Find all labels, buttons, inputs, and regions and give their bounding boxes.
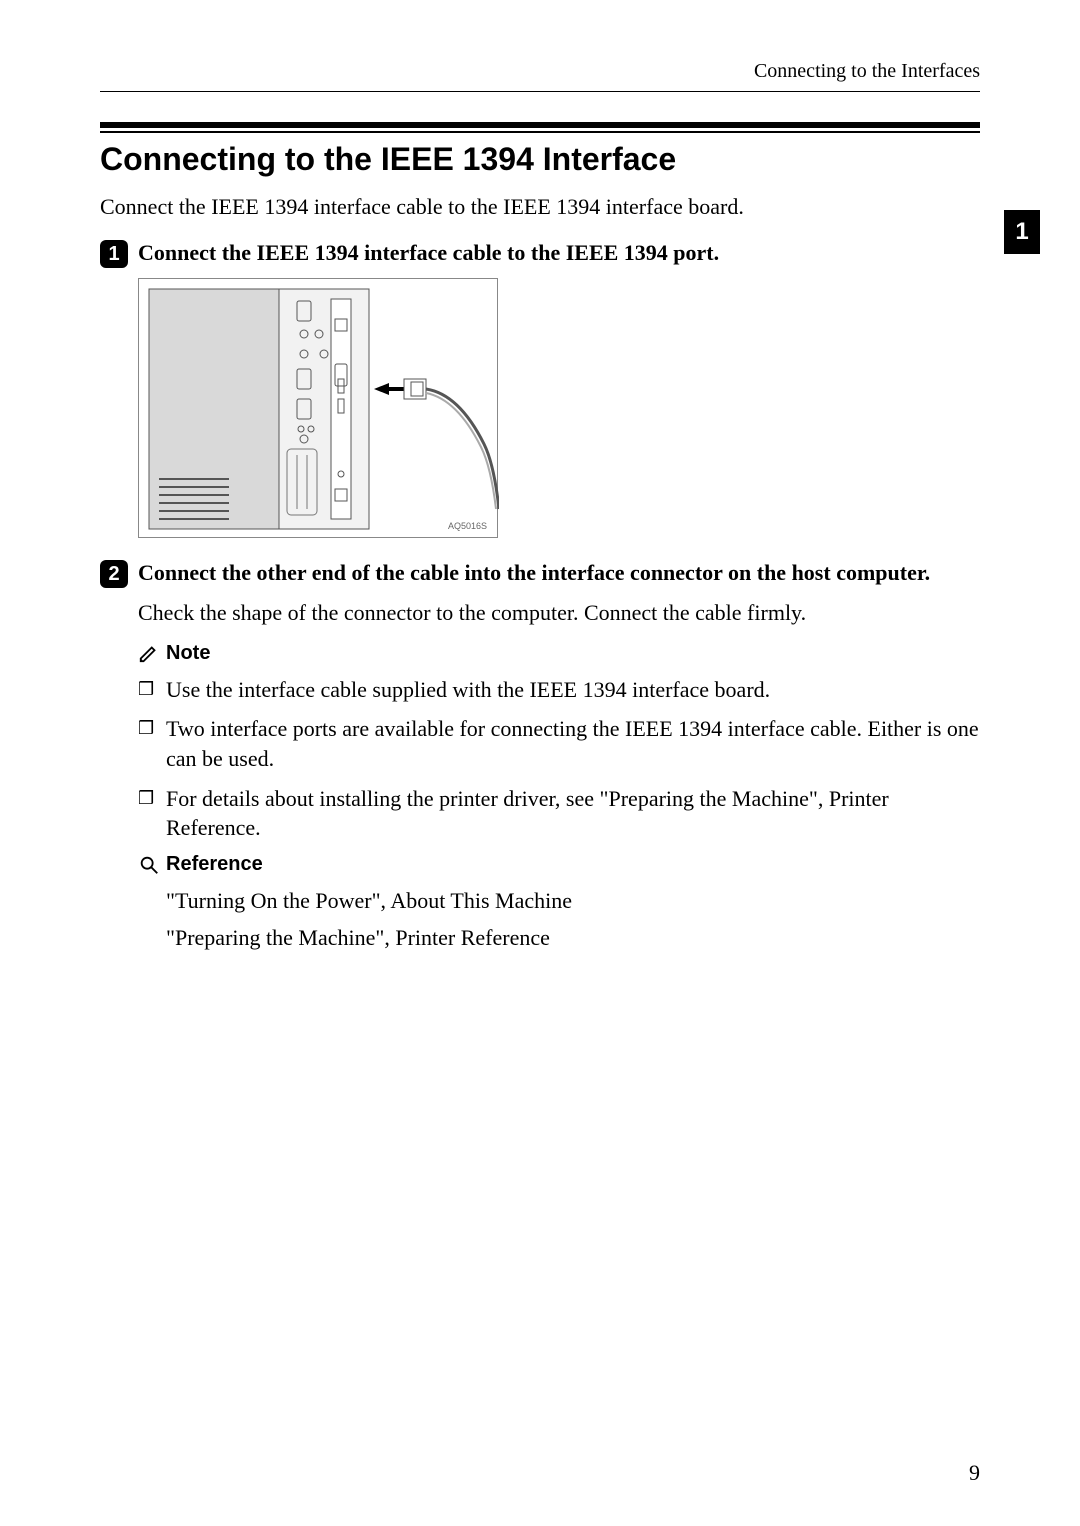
running-header: Connecting to the Interfaces <box>100 60 980 92</box>
figure-svg <box>139 279 499 539</box>
note-item-3: For details about installing the printer… <box>138 784 980 843</box>
pencil-icon <box>138 642 160 664</box>
note-item-2: Two interface ports are available for co… <box>138 714 980 773</box>
note-heading: Note <box>138 642 980 665</box>
page-number: 9 <box>969 1460 980 1486</box>
note-list: Use the interface cable supplied with th… <box>138 675 980 843</box>
note-label: Note <box>166 642 210 665</box>
reference-heading: Reference <box>138 853 980 876</box>
title-rule-thin <box>100 131 980 133</box>
step-1-text: Connect the IEEE 1394 interface cable to… <box>138 238 719 268</box>
figure-ieee1394-port: AQ5016S <box>138 278 498 538</box>
running-header-text: Connecting to the Interfaces <box>754 60 980 82</box>
intro-text: Connect the IEEE 1394 interface cable to… <box>100 194 980 220</box>
reference-item-2: "Preparing the Machine", Printer Referen… <box>166 923 980 954</box>
note-item-1: Use the interface cable supplied with th… <box>138 675 980 705</box>
page-title: Connecting to the IEEE 1394 Interface <box>100 141 980 178</box>
title-rule-thick <box>100 122 980 128</box>
figure-caption: AQ5016S <box>448 521 487 531</box>
chapter-tab-label: 1 <box>1015 218 1028 246</box>
step-2-text: Connect the other end of the cable into … <box>138 558 930 588</box>
reference-item-1: "Turning On the Power", About This Machi… <box>166 886 980 917</box>
step-2-followup: Check the shape of the connector to the … <box>138 598 980 628</box>
reference-label: Reference <box>166 853 263 876</box>
magnifier-icon <box>138 854 160 876</box>
chapter-tab: 1 <box>1004 210 1040 254</box>
step-2-badge: 2 <box>100 560 128 588</box>
step-2: 2 Connect the other end of the cable int… <box>100 558 980 588</box>
step-1: 1 Connect the IEEE 1394 interface cable … <box>100 238 980 268</box>
step-1-badge: 1 <box>100 240 128 268</box>
